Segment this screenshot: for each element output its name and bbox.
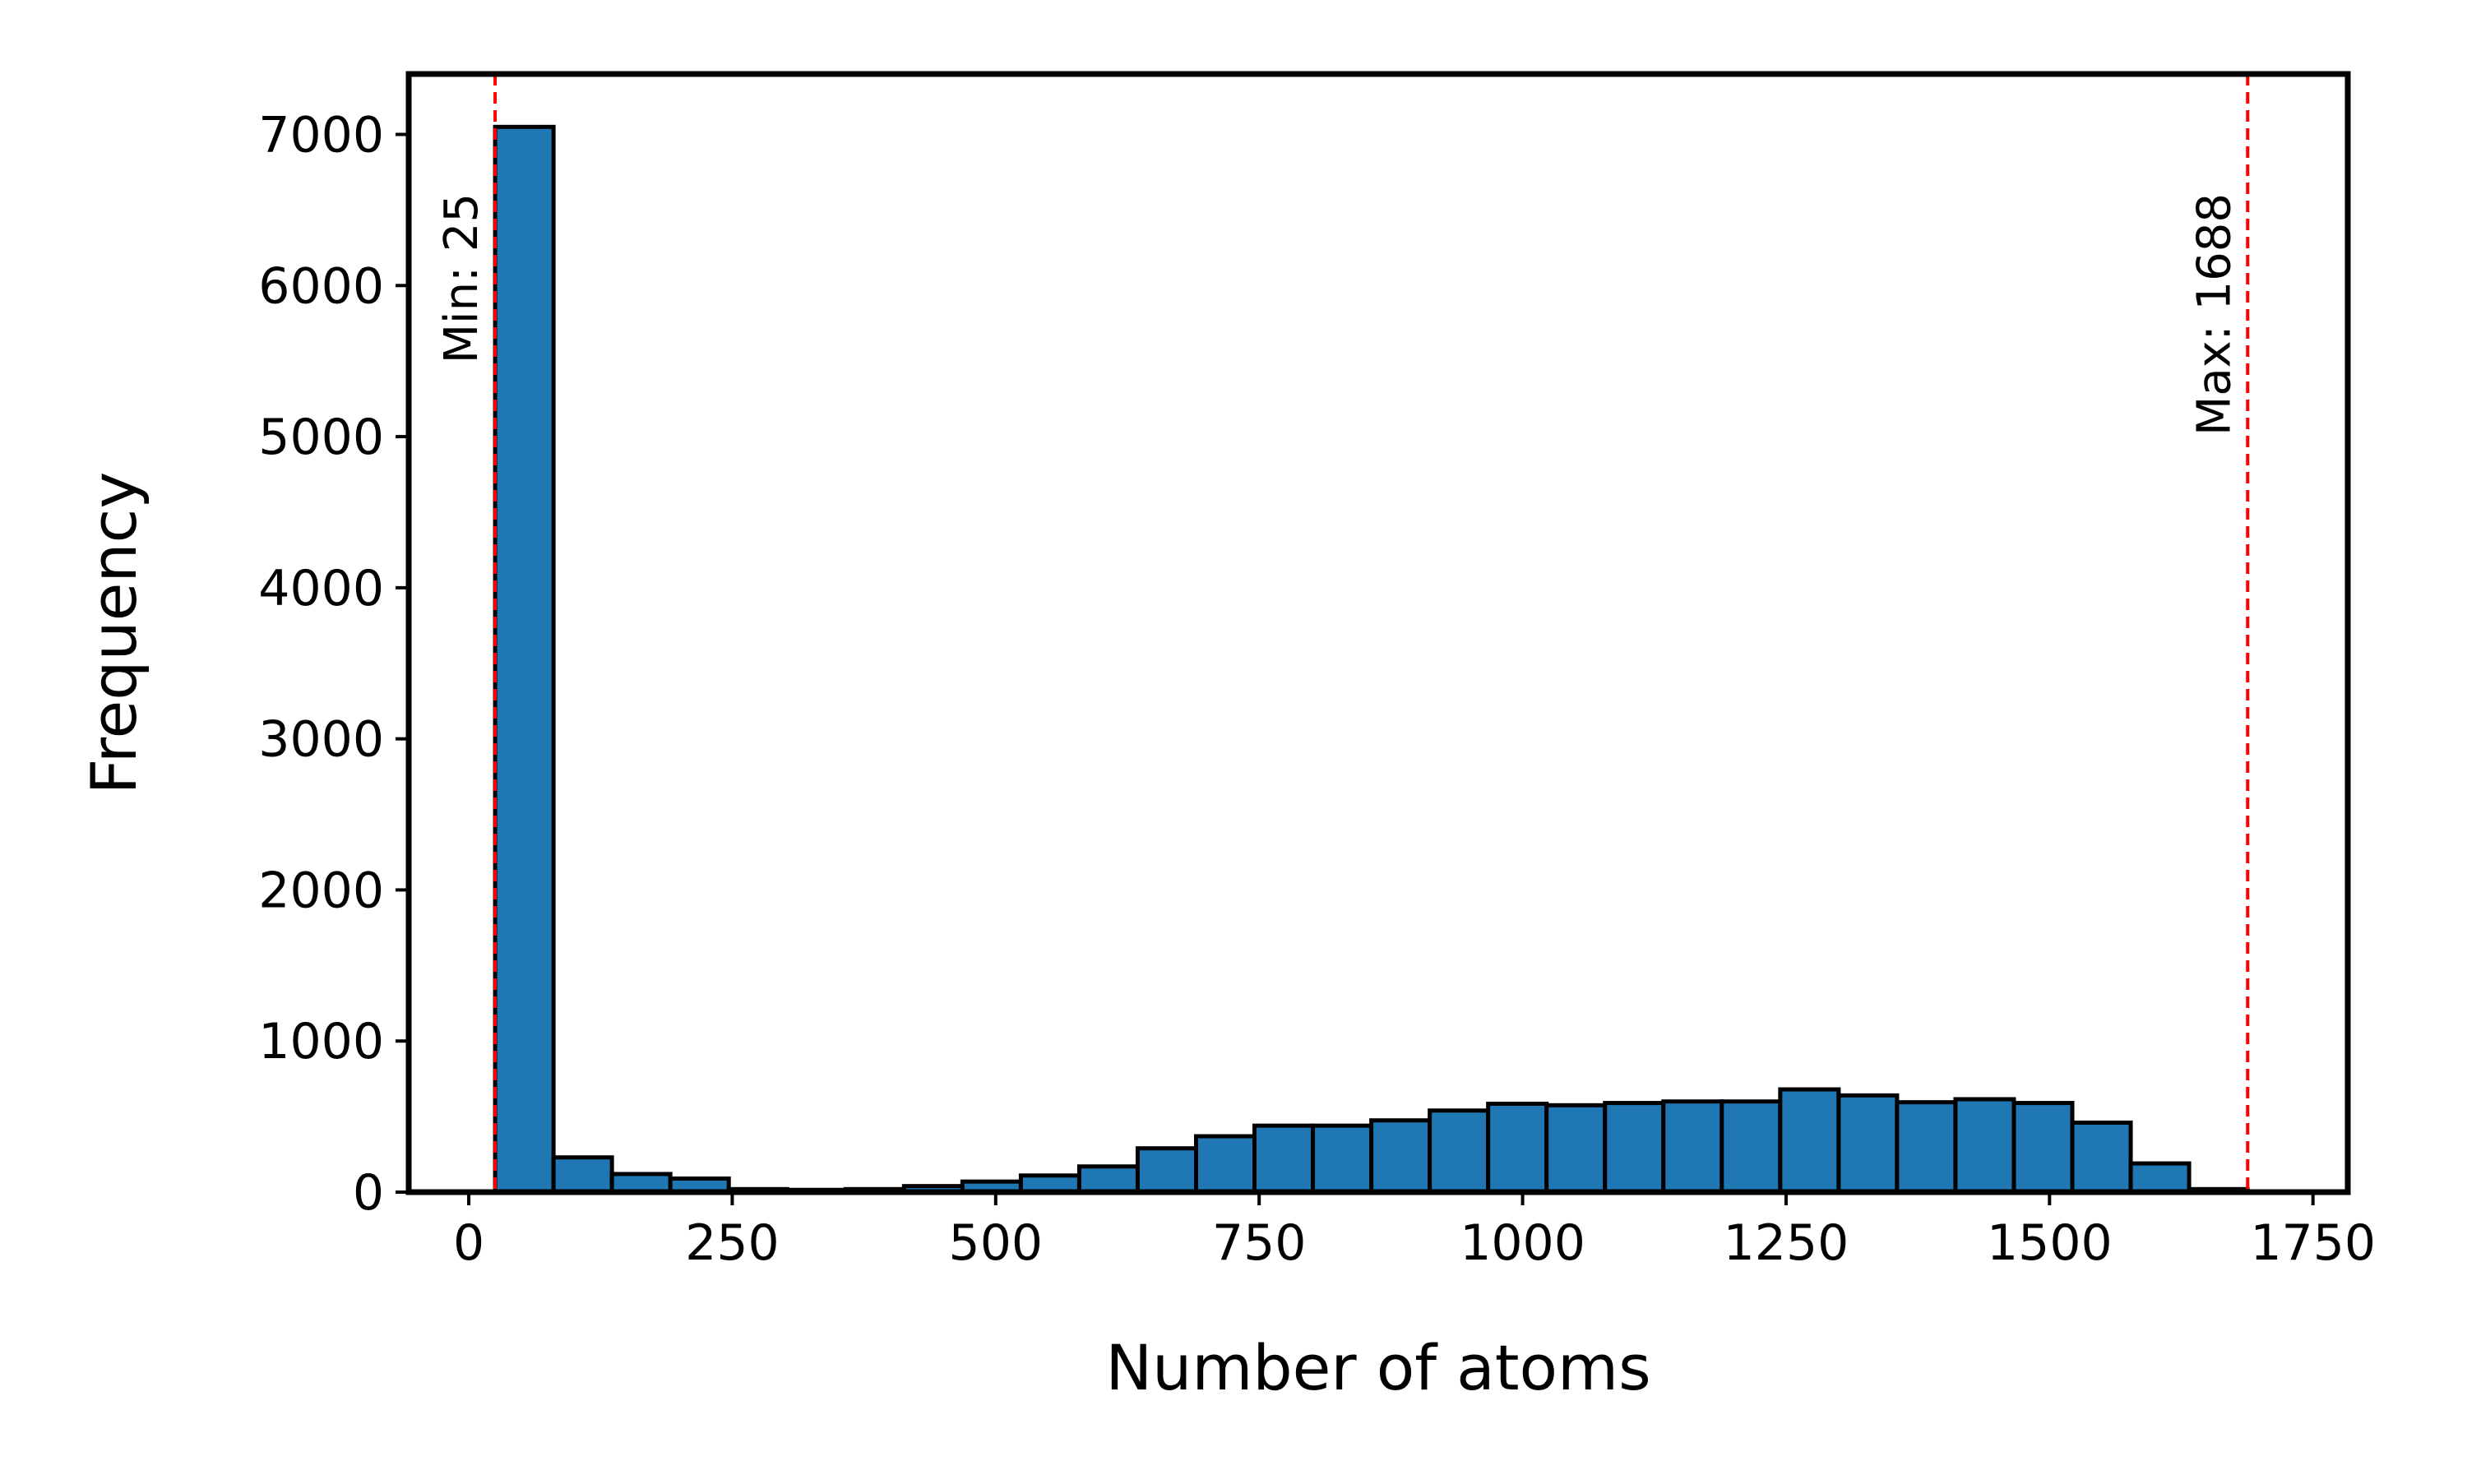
histogram-bar bbox=[1252, 1123, 1316, 1195]
histogram-bar bbox=[1544, 1103, 1608, 1195]
histogram-bar bbox=[551, 1155, 614, 1195]
y-tick-label: 5000 bbox=[258, 409, 384, 466]
x-tick-label: 250 bbox=[685, 1214, 780, 1272]
y-axis-label: Frequency bbox=[77, 472, 150, 795]
histogram-bar bbox=[1486, 1101, 1549, 1195]
y-tick-label: 6000 bbox=[258, 257, 384, 315]
x-tick-label: 1000 bbox=[1460, 1214, 1585, 1272]
x-tick-label: 500 bbox=[949, 1214, 1044, 1272]
x-tick-label: 1500 bbox=[1987, 1214, 2113, 1272]
max-annotation-label: Max: 1688 bbox=[2187, 193, 2241, 436]
histogram-bar bbox=[1895, 1100, 1958, 1195]
histogram-bar bbox=[1369, 1118, 1433, 1195]
histogram-bar bbox=[1953, 1097, 2016, 1195]
bars-group bbox=[493, 124, 2250, 1195]
y-tick-label: 1000 bbox=[258, 1013, 384, 1070]
x-tick-label: 0 bbox=[453, 1214, 484, 1272]
histogram-bar bbox=[1603, 1101, 1666, 1195]
histogram-bar bbox=[1194, 1134, 1257, 1195]
x-tick-label: 750 bbox=[1212, 1214, 1307, 1272]
y-tick-label: 4000 bbox=[258, 560, 384, 617]
histogram-bar bbox=[2011, 1101, 2075, 1195]
y-tick-label: 7000 bbox=[258, 107, 384, 164]
plot-frame bbox=[405, 71, 2351, 1195]
histogram-bar bbox=[1135, 1146, 1199, 1195]
x-axis-label: Number of atoms bbox=[1105, 1331, 1650, 1404]
y-tick-label: 0 bbox=[353, 1164, 384, 1222]
y-tick-label: 2000 bbox=[258, 862, 384, 919]
y-axis: 0 1000 2000 3000 4000 5000 6000 7000 bbox=[258, 107, 409, 1222]
histogram-bar bbox=[1836, 1093, 1900, 1195]
histogram-bar bbox=[1719, 1099, 1783, 1195]
histogram-bar bbox=[2070, 1120, 2133, 1195]
histogram-bar bbox=[1428, 1108, 1491, 1195]
y-tick-label: 3000 bbox=[258, 711, 384, 769]
x-tick-label: 1750 bbox=[2250, 1214, 2376, 1272]
histogram-bar bbox=[1661, 1099, 1724, 1195]
histogram-bar bbox=[2128, 1161, 2192, 1195]
x-tick-label: 1250 bbox=[1724, 1214, 1849, 1272]
histogram-bar bbox=[1076, 1164, 1140, 1195]
min-annotation-label: Min: 25 bbox=[435, 193, 488, 363]
histogram-bar bbox=[1311, 1123, 1374, 1195]
reference-lines-group: Min: 25 Max: 1688 bbox=[435, 74, 2250, 1192]
histogram-bar bbox=[493, 124, 556, 1195]
x-axis: 0 250 500 750 1000 1250 1500 1750 bbox=[453, 1192, 2376, 1272]
histogram-bar bbox=[1778, 1087, 1841, 1195]
